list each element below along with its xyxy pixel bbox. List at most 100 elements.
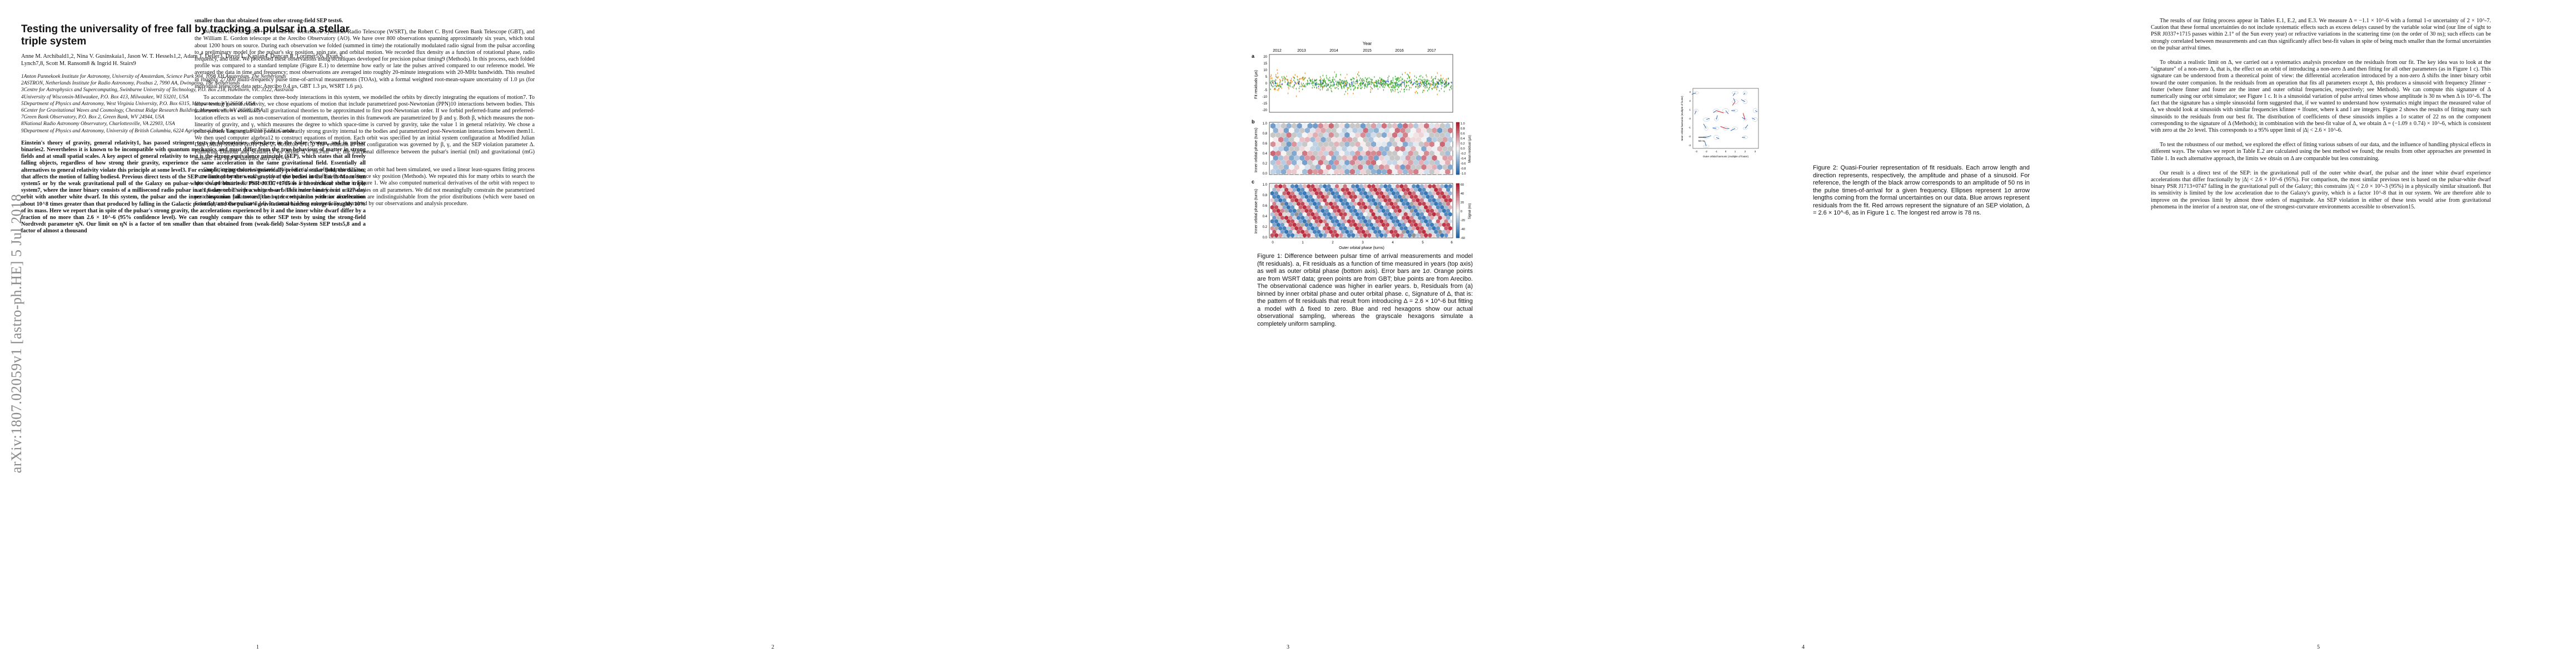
residual-point bbox=[1337, 82, 1338, 83]
uncertainty-ellipse bbox=[1722, 108, 1730, 113]
residual-point bbox=[1408, 85, 1409, 86]
residual-point bbox=[1374, 76, 1375, 78]
page-1: Testing the universality of free fall by… bbox=[0, 0, 515, 667]
residual-point bbox=[1326, 89, 1328, 91]
residual-point bbox=[1376, 80, 1377, 82]
cbar-tick: 0.6 bbox=[1461, 132, 1465, 136]
residual-point bbox=[1426, 74, 1427, 76]
residual-point bbox=[1414, 92, 1416, 93]
residual-point bbox=[1441, 83, 1443, 84]
residual-point bbox=[1408, 74, 1409, 76]
residual-point bbox=[1274, 82, 1276, 84]
residual-point bbox=[1396, 79, 1397, 81]
residual-point bbox=[1429, 87, 1431, 88]
residual-point bbox=[1433, 83, 1434, 84]
colorbar-segment bbox=[1456, 225, 1459, 227]
residual-point bbox=[1423, 82, 1424, 83]
residual-point bbox=[1289, 86, 1291, 87]
residual-point bbox=[1291, 79, 1292, 81]
panel-a-ylabel: Fit residuals (µs) bbox=[1254, 70, 1258, 99]
residual-point bbox=[1278, 86, 1279, 87]
residual-point bbox=[1288, 82, 1289, 83]
residual-point bbox=[1404, 80, 1406, 82]
residual-point bbox=[1273, 80, 1275, 82]
xtick: 2 bbox=[1745, 150, 1746, 153]
residual-point bbox=[1289, 84, 1291, 86]
residual-point bbox=[1417, 92, 1418, 94]
residual-point bbox=[1349, 84, 1351, 86]
residual-point bbox=[1449, 89, 1451, 91]
residual-point bbox=[1399, 84, 1401, 86]
residual-point bbox=[1323, 86, 1324, 87]
residual-point bbox=[1301, 83, 1302, 85]
residual-point bbox=[1373, 84, 1374, 86]
residual-point bbox=[1432, 82, 1434, 83]
residual-point bbox=[1345, 91, 1347, 92]
residual-point bbox=[1391, 87, 1393, 88]
residual-point bbox=[1416, 82, 1418, 83]
uncertainty-ellipse bbox=[1743, 118, 1747, 121]
ytick: -3 bbox=[1688, 144, 1691, 147]
uncertainty-ellipse bbox=[1713, 135, 1719, 140]
residual-point bbox=[1415, 86, 1416, 88]
residual-point bbox=[1298, 87, 1300, 89]
cbar-tick: 40 bbox=[1461, 192, 1464, 196]
ytick: 0.4 bbox=[1263, 215, 1268, 218]
residual-point bbox=[1404, 88, 1406, 90]
colorbar-segment bbox=[1456, 192, 1459, 195]
residual-point bbox=[1312, 87, 1313, 88]
panel-c-yticks: 1.0 0.8 0.6 0.4 0.2 0.0 bbox=[1263, 183, 1268, 240]
residual-point bbox=[1412, 83, 1414, 85]
residual-point bbox=[1310, 79, 1311, 81]
residual-point bbox=[1394, 91, 1396, 92]
residual-point bbox=[1369, 86, 1371, 87]
residual-point bbox=[1392, 87, 1394, 88]
residual-point bbox=[1326, 86, 1327, 87]
residual-point bbox=[1451, 85, 1452, 87]
residual-point bbox=[1350, 86, 1352, 87]
residual-point bbox=[1361, 82, 1363, 84]
colorbar-segment bbox=[1456, 188, 1459, 191]
residual-point bbox=[1364, 81, 1366, 82]
residual-point bbox=[1280, 86, 1282, 87]
colorbar-segment bbox=[1456, 152, 1459, 154]
ytick: 0.6 bbox=[1263, 142, 1268, 146]
residual-point bbox=[1435, 85, 1437, 86]
residual-point bbox=[1431, 88, 1433, 89]
residual-point bbox=[1433, 78, 1434, 80]
ytick: 0.4 bbox=[1263, 152, 1268, 156]
residual-point bbox=[1391, 82, 1393, 83]
panel-b-yticks: 1.0 0.8 0.6 0.4 0.2 0.0 bbox=[1263, 122, 1268, 176]
residual-point bbox=[1428, 80, 1430, 82]
residual-point bbox=[1444, 81, 1446, 83]
residual-point bbox=[1346, 80, 1347, 82]
residual-point bbox=[1333, 82, 1334, 83]
residual-point bbox=[1319, 83, 1321, 85]
residual-point bbox=[1294, 82, 1296, 83]
xtick: -3 bbox=[1695, 150, 1697, 153]
colorbar-segment bbox=[1456, 136, 1459, 138]
residual-point bbox=[1322, 87, 1323, 89]
residual-point bbox=[1440, 78, 1442, 79]
residual-point bbox=[1423, 86, 1424, 87]
residual-point bbox=[1404, 84, 1405, 86]
residual-point bbox=[1319, 76, 1321, 78]
residual-point bbox=[1346, 85, 1347, 87]
residual-point bbox=[1288, 84, 1289, 86]
residual-point bbox=[1312, 82, 1314, 84]
residual-point bbox=[1364, 77, 1366, 79]
ytick: 3 bbox=[1689, 91, 1691, 93]
cbar-tick: -0.8 bbox=[1461, 167, 1466, 171]
residual-point bbox=[1329, 77, 1331, 78]
residual-point bbox=[1289, 79, 1291, 81]
residual-point bbox=[1298, 91, 1300, 92]
colorbar-segment bbox=[1456, 162, 1459, 165]
residual-point bbox=[1419, 83, 1421, 84]
figure-1: Year 2012 2013 2014 2015 2016 2017 a Fit… bbox=[1252, 41, 1472, 250]
uncertainty-ellipse bbox=[1732, 127, 1738, 130]
residual-point bbox=[1371, 81, 1372, 83]
residual-point bbox=[1332, 84, 1334, 86]
colorbar-segment bbox=[1456, 227, 1459, 229]
residual-point bbox=[1370, 78, 1372, 80]
colorbar-segment bbox=[1456, 138, 1459, 140]
